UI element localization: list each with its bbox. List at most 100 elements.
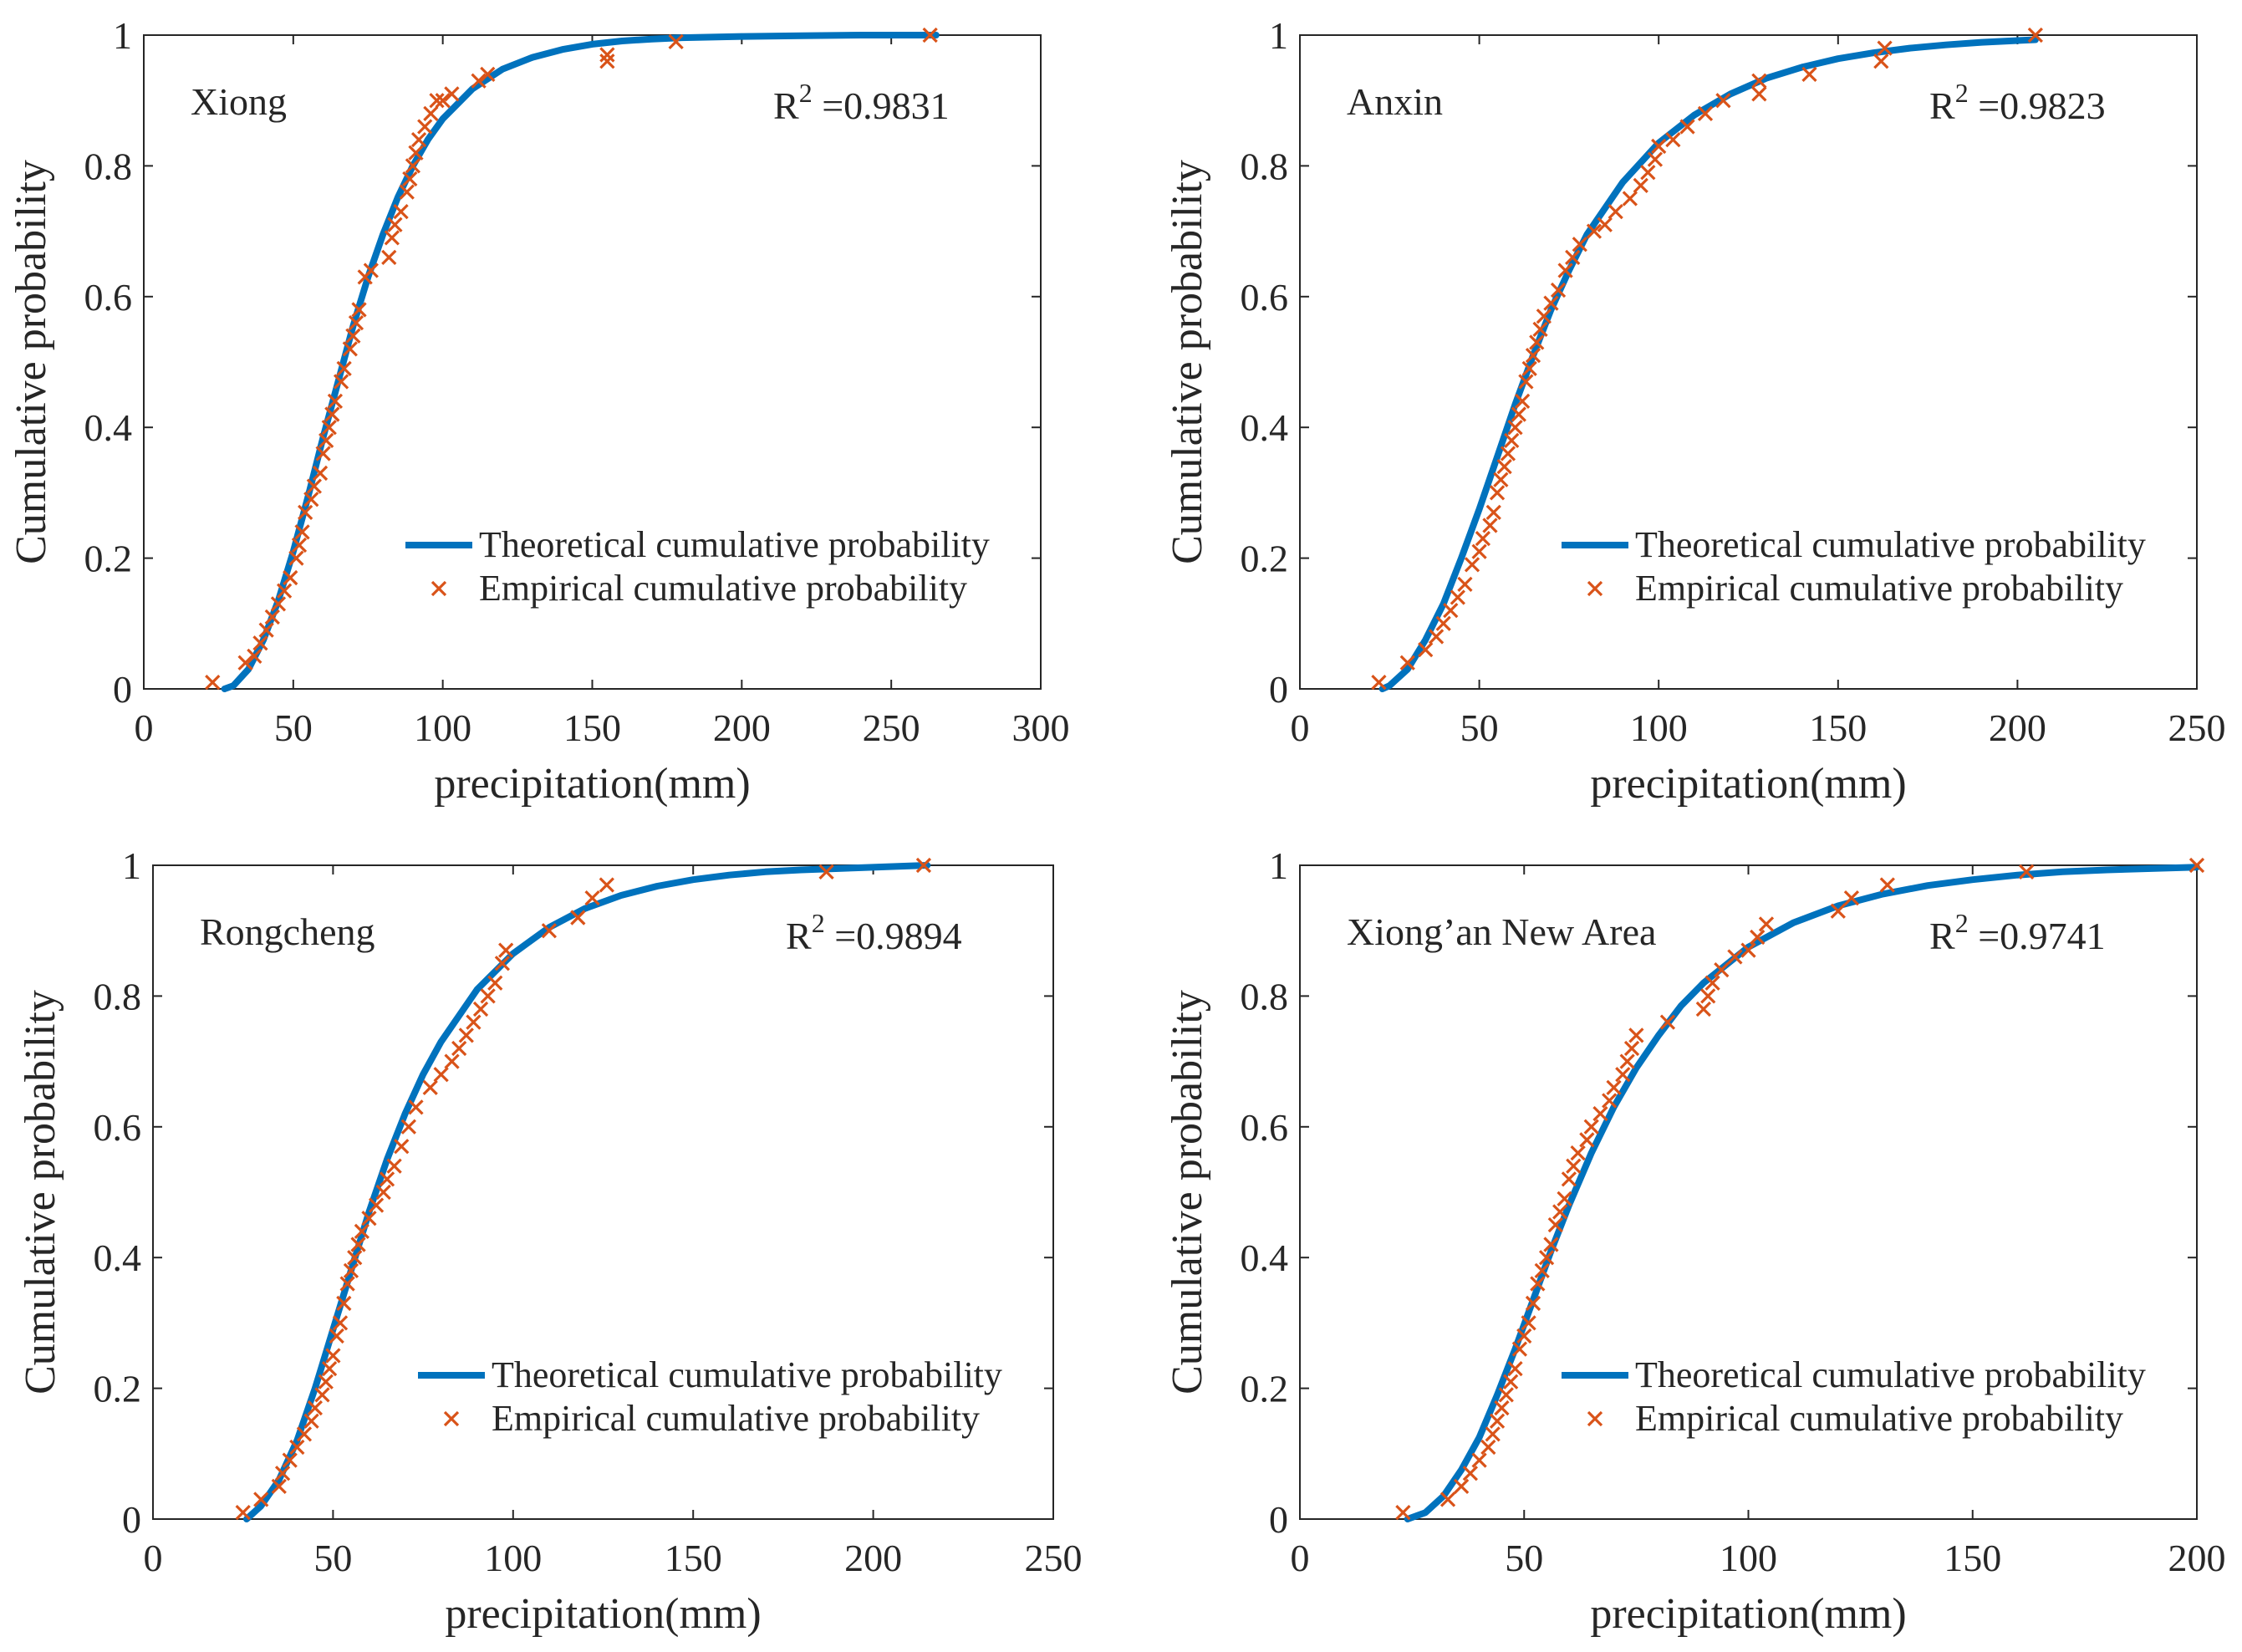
empirical-point bbox=[1543, 1236, 1559, 1252]
empirical-point bbox=[1547, 1216, 1563, 1233]
empirical-point bbox=[1602, 1093, 1618, 1109]
empirical-point bbox=[1651, 138, 1667, 155]
empirical-point bbox=[1586, 223, 1603, 239]
empirical-point bbox=[1623, 1040, 1640, 1057]
empirical-point bbox=[348, 314, 364, 331]
empirical-point bbox=[1435, 615, 1451, 631]
empirical-point bbox=[423, 105, 439, 121]
empirical-point bbox=[498, 942, 514, 958]
empirical-point bbox=[1565, 249, 1581, 266]
empirical-point bbox=[1579, 1132, 1595, 1148]
x-tick-label: 200 bbox=[1989, 706, 2046, 749]
x-tick-label: 250 bbox=[863, 706, 920, 749]
empirical-point bbox=[394, 1139, 410, 1155]
theoretical-curve bbox=[1378, 36, 2039, 692]
y-tick-label: 0 bbox=[1269, 1498, 1288, 1541]
empirical-point bbox=[361, 1211, 377, 1226]
empirical-point bbox=[368, 1197, 385, 1213]
r2-superscript: 2 bbox=[799, 78, 813, 108]
empirical-point bbox=[387, 217, 403, 232]
empirical-point bbox=[384, 230, 400, 246]
y-tick-label: 0.2 bbox=[94, 1368, 142, 1410]
chart-panel-2: 0 50 100 150 200 250 0 0.2 0.4 0.6 0.8 1 precipitati… bbox=[1164, 14, 2226, 808]
empirical-point bbox=[1471, 1452, 1487, 1468]
x-tick-label: 0 bbox=[135, 706, 154, 749]
x-tick-label: 200 bbox=[2168, 1537, 2226, 1579]
legend-marker-swatch bbox=[1587, 1410, 1603, 1427]
empirical-point bbox=[237, 655, 253, 670]
empirical-point bbox=[1521, 360, 1537, 376]
x-tick-label: 150 bbox=[1809, 706, 1867, 749]
empirical-point bbox=[408, 145, 424, 161]
empirical-point bbox=[303, 1413, 319, 1429]
empirical-point bbox=[1695, 1001, 1711, 1017]
r2-annotation: R2 =0.9823 bbox=[1929, 78, 2106, 127]
empirical-point bbox=[1615, 1067, 1631, 1083]
empirical-point bbox=[1418, 641, 1434, 658]
legend-label-empirical: Empirical cumulative probability bbox=[492, 1398, 980, 1439]
empirical-point bbox=[1525, 1295, 1541, 1312]
y-tick-label: 0.6 bbox=[1241, 276, 1289, 319]
empirical-point bbox=[1371, 675, 1387, 691]
r2-annotation: R2 =0.9894 bbox=[786, 908, 962, 957]
empirical-point bbox=[264, 609, 280, 625]
x-axis-label: precipitation(mm) bbox=[434, 760, 750, 808]
empirical-point bbox=[1877, 40, 1893, 56]
empirical-point bbox=[294, 524, 310, 540]
empirical-point bbox=[350, 1236, 366, 1252]
x-tick-label: 200 bbox=[844, 1537, 902, 1579]
theoretical-curve bbox=[221, 32, 940, 692]
empirical-point bbox=[1727, 949, 1743, 965]
empirical-point bbox=[336, 360, 352, 376]
empirical-point bbox=[1592, 1106, 1608, 1122]
empirical-point bbox=[296, 1426, 313, 1442]
empirical-point bbox=[1443, 603, 1459, 619]
empirical-point bbox=[312, 465, 329, 482]
empirical-point bbox=[422, 1079, 438, 1096]
empirical-point bbox=[1532, 321, 1548, 338]
empirical-point bbox=[599, 877, 614, 893]
x-tick-label: 100 bbox=[1630, 706, 1688, 749]
x-tick-label: 0 bbox=[1291, 706, 1310, 749]
plot-frame bbox=[152, 864, 1054, 1520]
empirical-point bbox=[1482, 518, 1498, 533]
station-title: Xiong bbox=[191, 80, 287, 123]
empirical-point bbox=[915, 857, 932, 874]
x-tick-label: 50 bbox=[313, 1537, 352, 1579]
empirical-point bbox=[410, 131, 427, 148]
legend: Theoretical cumulative probabilityEmpiri… bbox=[418, 1354, 1002, 1439]
empirical-point bbox=[1496, 458, 1512, 475]
empirical-point bbox=[274, 1466, 291, 1481]
legend-label-theoretical: Theoretical cumulative probability bbox=[1635, 524, 2146, 565]
x-axis-label: precipitation(mm) bbox=[1590, 760, 1906, 808]
r2-label: R bbox=[773, 84, 799, 127]
x-tick-label: 200 bbox=[713, 706, 771, 749]
empirical-point bbox=[321, 1361, 338, 1377]
empirical-point bbox=[1597, 217, 1613, 232]
empirical-point bbox=[1557, 263, 1573, 278]
legend: Theoretical cumulative probabilityEmpiri… bbox=[1562, 1354, 2146, 1439]
empirical-point bbox=[2027, 27, 2043, 43]
empirical-point bbox=[487, 975, 503, 991]
r2-label: R bbox=[1929, 915, 1955, 957]
empirical-point bbox=[1493, 472, 1509, 487]
empirical-point bbox=[1606, 1079, 1622, 1096]
y-tick-label: 0.4 bbox=[94, 1236, 142, 1279]
y-tick-label: 0.2 bbox=[84, 538, 133, 580]
empirical-point bbox=[291, 537, 308, 553]
empirical-point bbox=[570, 910, 586, 925]
empirical-point bbox=[1879, 877, 1895, 893]
empirical-point bbox=[271, 1478, 287, 1495]
empirical-point bbox=[393, 204, 409, 220]
empirical-point bbox=[342, 341, 358, 357]
empirical-point bbox=[354, 1223, 369, 1240]
empirical-point bbox=[329, 1328, 344, 1344]
r2-value: =0.9831 bbox=[813, 84, 950, 127]
empirical-point bbox=[363, 263, 379, 278]
empirical-markers bbox=[1395, 857, 2205, 1521]
empirical-point bbox=[1464, 557, 1480, 573]
empirical-point bbox=[1640, 165, 1656, 181]
empirical-point bbox=[332, 1315, 349, 1331]
empirical-point bbox=[314, 1387, 330, 1403]
empirical-point bbox=[480, 66, 496, 83]
